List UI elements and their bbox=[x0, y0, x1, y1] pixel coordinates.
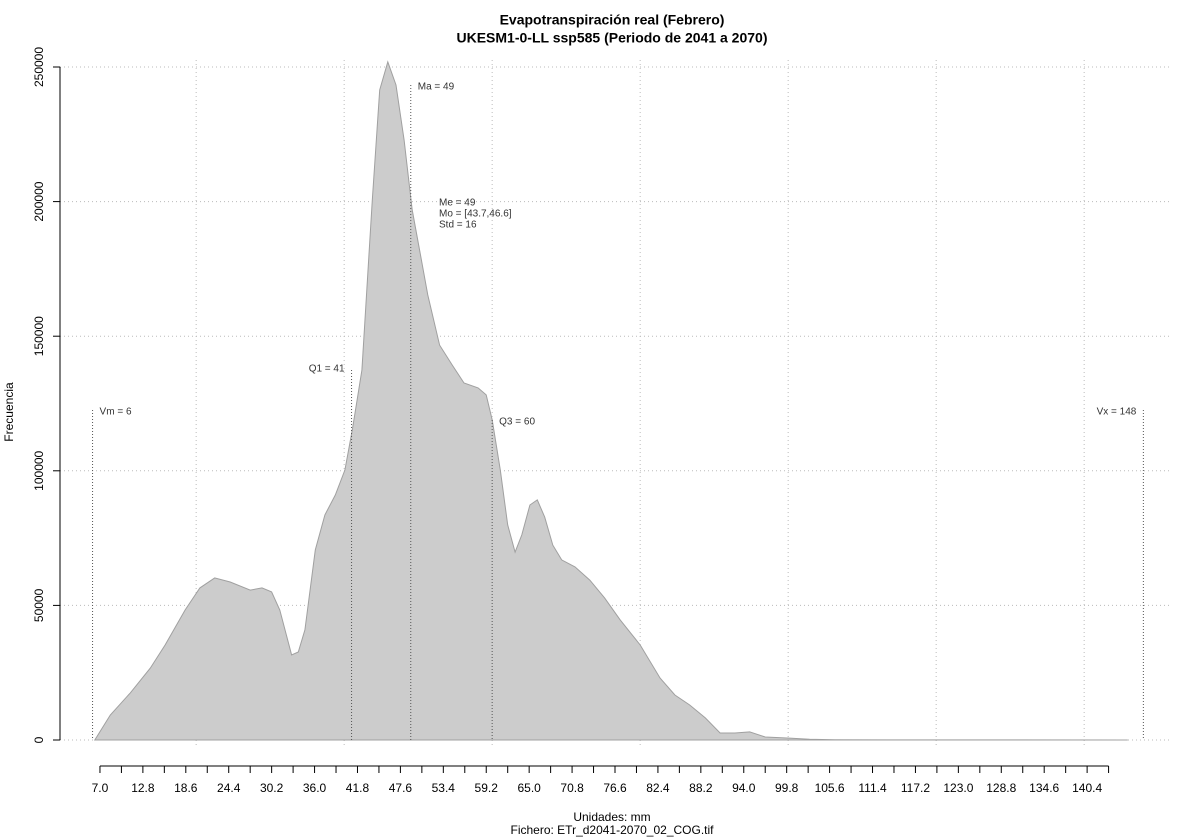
y-tick-label: 200000 bbox=[32, 181, 46, 221]
x-tick-label: 88.2 bbox=[689, 781, 713, 795]
x-tick-label: 111.4 bbox=[858, 781, 887, 795]
x-tick-label: 24.4 bbox=[217, 781, 241, 795]
x-tick-label: 82.4 bbox=[646, 781, 670, 795]
x-tick-label: 70.8 bbox=[560, 781, 584, 795]
x-tick-label: 65.0 bbox=[517, 781, 541, 795]
x-tick-label: 128.8 bbox=[986, 781, 1016, 795]
x-tick-label: 76.6 bbox=[603, 781, 627, 795]
x-tick-label: 99.8 bbox=[775, 781, 799, 795]
y-tick-label: 150000 bbox=[32, 316, 46, 356]
footer: Fichero: ETr_d2041-2070_02_COG.tif bbox=[511, 823, 715, 837]
stat-label: Vx = 148 bbox=[1097, 407, 1137, 418]
chart-title: Evapotranspiración real (Febrero) bbox=[500, 12, 725, 28]
x-tick-label: 59.2 bbox=[475, 781, 499, 795]
x-tick-label: 105.6 bbox=[815, 781, 845, 795]
x-tick-label: 30.2 bbox=[260, 781, 284, 795]
stat-label: Ma = 49 bbox=[418, 82, 455, 93]
stat-text: Me = 49 bbox=[439, 198, 476, 209]
stat-text: Mo = [43.7,46.6] bbox=[439, 209, 512, 220]
x-tick-label: 53.4 bbox=[432, 781, 456, 795]
density-area bbox=[93, 60, 1128, 741]
y-axis-label: Frecuencia bbox=[2, 382, 16, 442]
x-tick-label: 7.0 bbox=[92, 781, 109, 795]
x-tick-label: 140.4 bbox=[1072, 781, 1102, 795]
chart-subtitle: UKESM1-0-LL ssp585 (Periodo de 2041 a 20… bbox=[457, 30, 768, 46]
x-axis-label: Unidades: mm bbox=[573, 810, 650, 824]
y-tick-label: 0 bbox=[32, 736, 46, 743]
x-tick-label: 134.6 bbox=[1029, 781, 1059, 795]
x-tick-label: 18.6 bbox=[174, 781, 198, 795]
x-tick-label: 47.6 bbox=[389, 781, 413, 795]
stat-label: Q1 = 41 bbox=[309, 364, 345, 375]
y-tick-label: 100000 bbox=[32, 450, 46, 490]
stat-label: Q3 = 60 bbox=[499, 417, 535, 428]
x-tick-label: 36.0 bbox=[303, 781, 327, 795]
y-tick-label: 50000 bbox=[32, 588, 46, 622]
x-tick-label: 41.8 bbox=[346, 781, 370, 795]
y-tick-label: 250000 bbox=[32, 47, 46, 87]
x-tick-label: 94.0 bbox=[732, 781, 756, 795]
stat-text: Std = 16 bbox=[439, 220, 477, 231]
x-tick-label: 117.2 bbox=[901, 781, 930, 795]
x-tick-label: 12.8 bbox=[131, 781, 155, 795]
stat-label: Vm = 6 bbox=[100, 407, 132, 418]
x-tick-label: 123.0 bbox=[943, 781, 973, 795]
